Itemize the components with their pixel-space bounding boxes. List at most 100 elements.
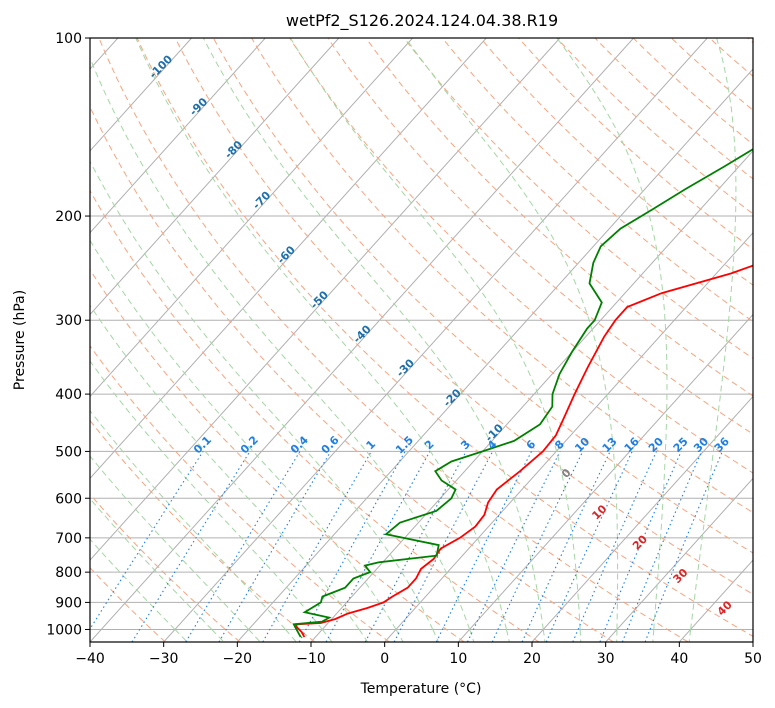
- y-tick-label: 1000: [46, 622, 82, 638]
- dry-adiabat-label: -90: [187, 95, 210, 118]
- mixing-ratio-label: 1.5: [393, 433, 416, 456]
- mixing-ratio-label: 13: [600, 435, 620, 455]
- isotherm-line: [236, 68, 753, 642]
- mixing-ratio-line: [467, 451, 561, 642]
- isotherm-line: [90, 38, 266, 234]
- moist-adiabat-line: [358, 629, 369, 642]
- isotherm-line: [90, 38, 192, 152]
- moist-adiabat-line: [211, 629, 225, 642]
- isotherm-line: [90, 38, 413, 398]
- x-tick-label: −10: [296, 651, 326, 667]
- mixing-ratio-label: 6: [524, 437, 539, 452]
- moist-adiabat-line: [90, 239, 397, 630]
- x-tick-label: −20: [223, 651, 253, 667]
- x-tick-label: 20: [523, 651, 541, 667]
- mixing-ratio-label: 1: [364, 438, 379, 453]
- mixing-ratio-line: [644, 451, 723, 642]
- x-tick-label: −30: [149, 651, 179, 667]
- dry-adiabat-line: [632, 38, 753, 145]
- dry-adiabat-line: [480, 38, 753, 286]
- dry-adiabat-label: -20: [441, 386, 464, 409]
- mixing-ratio-line: [185, 451, 301, 642]
- moist-adiabat-label: 0: [559, 466, 574, 481]
- mixing-ratio-line: [218, 451, 332, 642]
- dry-adiabat-label: -100: [147, 52, 176, 81]
- moist-adiabat-line: [289, 38, 581, 630]
- dry-adiabat-line: [136, 38, 753, 637]
- x-tick-label: 50: [744, 651, 762, 667]
- mixing-ratio-line: [131, 451, 251, 642]
- dry-adiabat-line: [365, 38, 753, 397]
- y-tick-label: 700: [55, 531, 82, 547]
- dry-adiabat-label: -40: [351, 322, 374, 345]
- y-tick-label: 200: [55, 209, 82, 225]
- isotherm-line: [90, 38, 561, 561]
- moist-adiabat-line: [321, 629, 333, 642]
- mixing-ratio-label: 0.6: [319, 433, 342, 456]
- dry-adiabat-line: [556, 38, 753, 215]
- moist-adiabat-line: [248, 629, 261, 642]
- dry-adiabat-line: [90, 189, 540, 642]
- moist-adiabat-line: [652, 629, 655, 642]
- dry-adiabat-line: [90, 345, 390, 642]
- dry-adiabat-line: [403, 38, 753, 360]
- moist-adiabat-line: [90, 304, 360, 630]
- isotherm-line: [605, 477, 753, 642]
- y-tick-label: 300: [55, 313, 82, 329]
- isotherm-line: [752, 641, 753, 642]
- moist-adiabat-line: [579, 629, 582, 642]
- dry-adiabat-line: [90, 268, 465, 642]
- dry-adiabat-label: -70: [250, 189, 273, 212]
- isotherm-line: [384, 232, 753, 642]
- y-tick-label: 800: [55, 565, 82, 581]
- mixing-ratio-line: [521, 451, 611, 642]
- moist-adiabat-line: [505, 629, 510, 642]
- dry-adiabat-label: -50: [308, 288, 331, 311]
- isotherm-line: [531, 395, 753, 642]
- dry-adiabat-line: [327, 38, 753, 435]
- dry-adiabat-line: [594, 38, 753, 180]
- mixing-ratio-line: [364, 451, 467, 642]
- moist-adiabat-label: 20: [630, 532, 650, 552]
- dry-adiabat-line: [441, 38, 753, 323]
- dry-adiabat-label: -80: [222, 138, 245, 161]
- dry-adiabat-line: [90, 105, 614, 642]
- y-tick-label: 100: [55, 31, 82, 47]
- moist-adiabat-line: [90, 360, 323, 630]
- dry-adiabat-line: [90, 493, 241, 642]
- moist-adiabat-line: [405, 38, 619, 630]
- temperature-profile-line: [294, 264, 753, 638]
- y-tick-label: 600: [55, 491, 82, 507]
- dry-adiabat-line: [212, 38, 753, 554]
- mixing-ratio-label: 3: [458, 438, 473, 453]
- moist-adiabat-line: [542, 629, 546, 642]
- mixing-ratio-line: [325, 451, 431, 642]
- mixing-ratio-line: [435, 451, 532, 642]
- mixing-ratio-line: [491, 451, 584, 642]
- dry-adiabat-line: [709, 38, 753, 77]
- moist-adiabat-line: [90, 56, 471, 630]
- moist-adiabat-label: 30: [671, 566, 691, 586]
- moist-adiabat-line: [90, 497, 213, 630]
- mixing-ratio-label: 25: [671, 435, 691, 455]
- dry-adiabat-line: [90, 419, 316, 642]
- isotherm-line: [90, 38, 487, 480]
- dry-adiabat-line: [174, 38, 753, 595]
- x-tick-label: 10: [449, 651, 467, 667]
- moist-adiabat-line: [90, 455, 249, 630]
- y-tick-label: 900: [55, 595, 82, 611]
- isotherm-line: [678, 559, 753, 642]
- mixing-ratio-line: [90, 451, 204, 631]
- mixing-ratio-line: [298, 451, 406, 642]
- mixing-ratio-label: 0.2: [238, 433, 261, 456]
- mixing-ratio-line: [545, 451, 633, 642]
- dry-adiabat-line: [251, 38, 753, 514]
- isotherm-line: [90, 38, 634, 642]
- isotherm-line: [90, 38, 340, 316]
- dry-adiabat-label: -30: [394, 356, 417, 379]
- moist-adiabat-line: [469, 629, 475, 642]
- plot-frame: [89, 37, 754, 643]
- moist-adiabat-line: [135, 38, 507, 630]
- y-tick-label: 500: [55, 444, 82, 460]
